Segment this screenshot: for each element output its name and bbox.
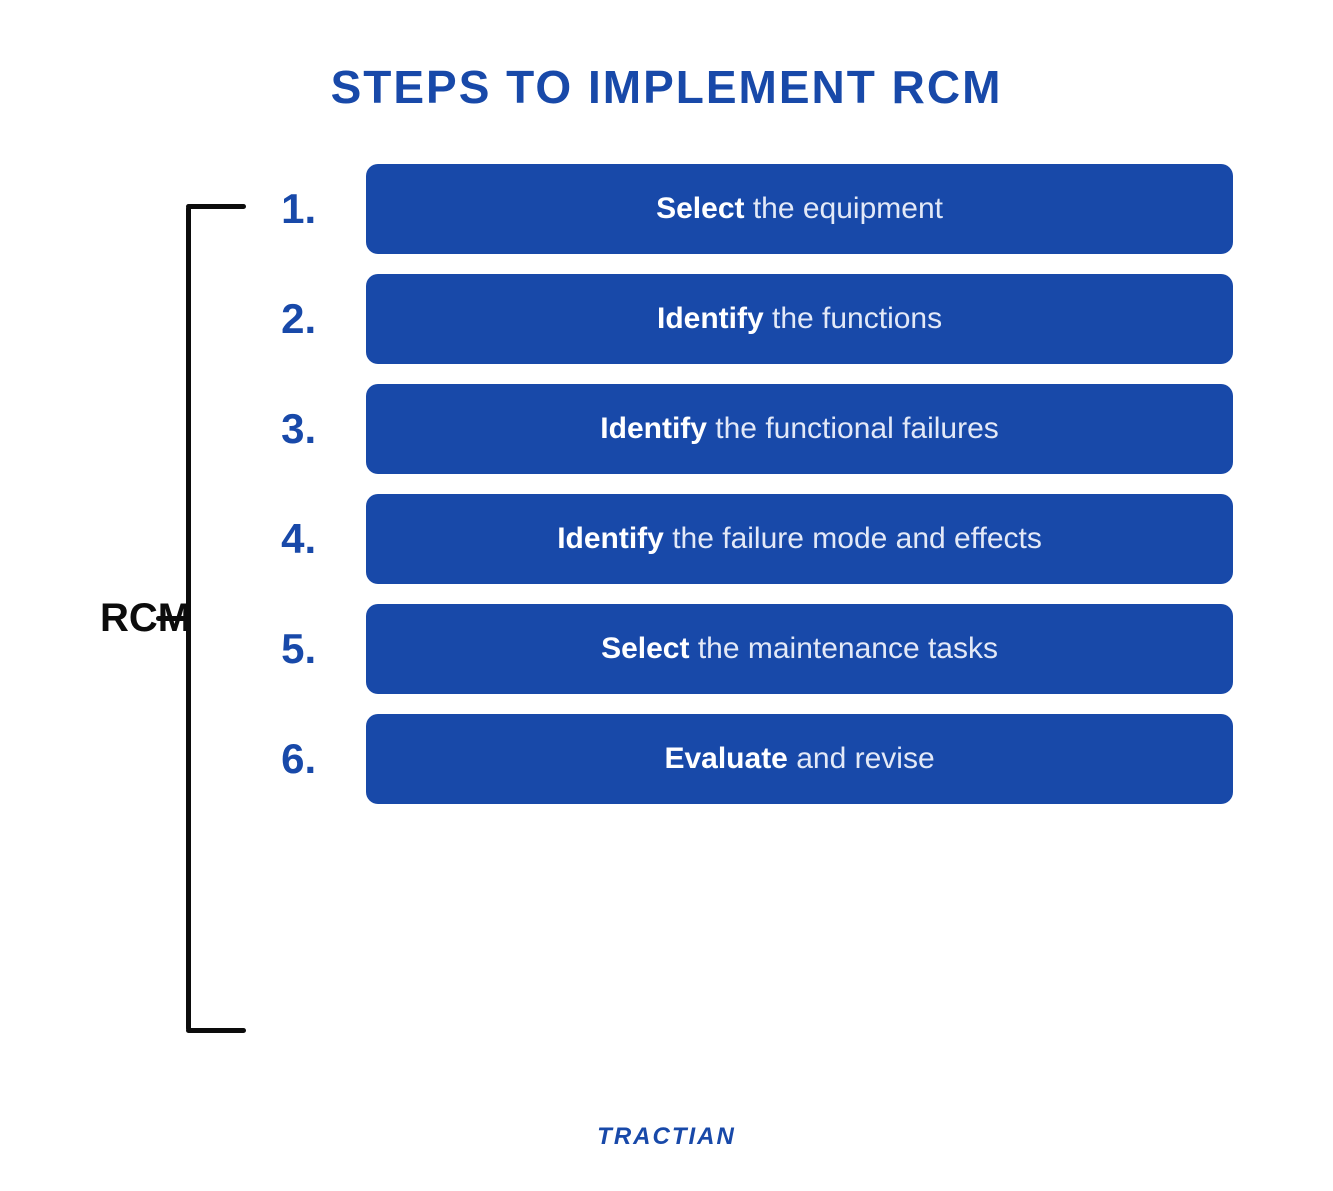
- step-row: 4. Identify the failure mode and effects: [281, 494, 1233, 584]
- step-rest: the functions: [764, 302, 942, 335]
- step-rest: the failure mode and effects: [664, 522, 1042, 555]
- step-number: 4.: [281, 515, 336, 563]
- step-box: Select the equipment: [366, 164, 1233, 254]
- footer: TRACTIAN: [100, 1123, 1233, 1151]
- step-number: 6.: [281, 735, 336, 783]
- step-rest: the maintenance tasks: [689, 632, 998, 665]
- step-bold: Select: [601, 632, 689, 665]
- brand-logo: TRACTIAN: [100, 1123, 1233, 1151]
- step-rest: the functional failures: [707, 412, 999, 445]
- main-content: RCM 1. Select the equipment 2. Identify …: [100, 164, 1233, 1073]
- step-rest: the equipment: [745, 192, 943, 225]
- step-box: Identify the functional failures: [366, 384, 1233, 474]
- left-panel: RCM: [100, 164, 246, 1073]
- step-bold: Select: [656, 192, 744, 225]
- step-number: 3.: [281, 405, 336, 453]
- page-title: STEPS TO IMPLEMENT RCM: [100, 60, 1233, 114]
- step-number: 2.: [281, 295, 336, 343]
- step-row: 5. Select the maintenance tasks: [281, 604, 1233, 694]
- step-bold: Identify: [557, 522, 664, 555]
- step-bold: Identify: [657, 302, 764, 335]
- step-number: 5.: [281, 625, 336, 673]
- step-row: 2. Identify the functions: [281, 274, 1233, 364]
- step-box: Identify the functions: [366, 274, 1233, 364]
- infographic-container: STEPS TO IMPLEMENT RCM RCM 1. Select the…: [0, 0, 1333, 1191]
- step-row: 3. Identify the functional failures: [281, 384, 1233, 474]
- step-box: Select the maintenance tasks: [366, 604, 1233, 694]
- step-box: Identify the failure mode and effects: [366, 494, 1233, 584]
- step-bold: Identify: [600, 412, 707, 445]
- step-row: 1. Select the equipment: [281, 164, 1233, 254]
- steps-panel: 1. Select the equipment 2. Identify the …: [246, 164, 1233, 1073]
- bracket-icon: [186, 206, 246, 1031]
- step-box: Evaluate and revise: [366, 714, 1233, 804]
- step-rest: and revise: [788, 742, 935, 775]
- step-number: 1.: [281, 185, 336, 233]
- step-row: 6. Evaluate and revise: [281, 714, 1233, 804]
- step-bold: Evaluate: [664, 742, 787, 775]
